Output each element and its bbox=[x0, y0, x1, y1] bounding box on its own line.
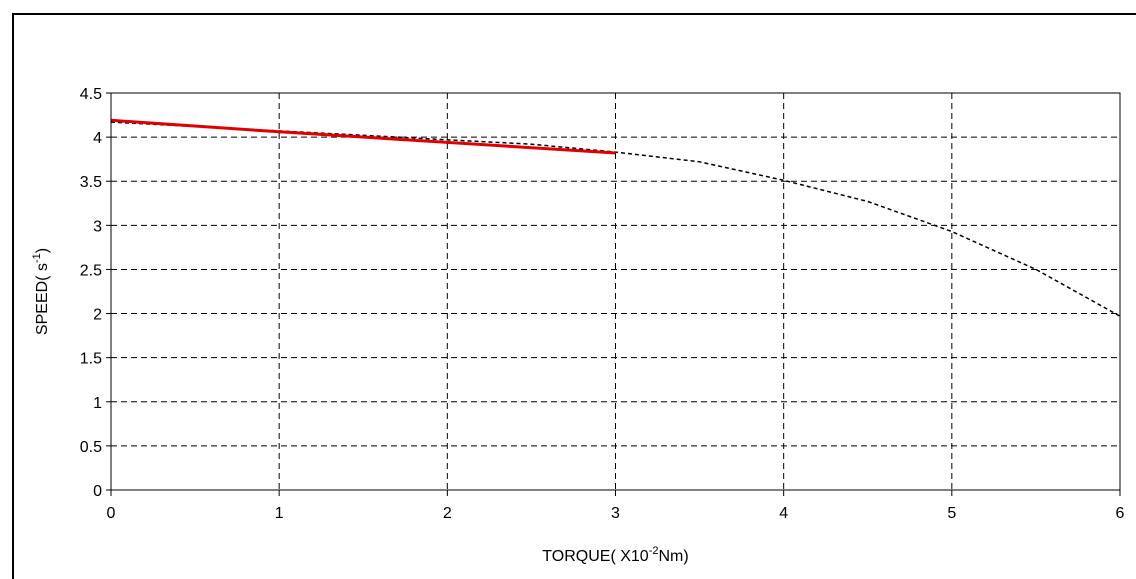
x-tick-label: 3 bbox=[611, 505, 620, 522]
y-tick-label: 3 bbox=[93, 218, 102, 235]
y-tick-label: 3.5 bbox=[80, 174, 102, 191]
x-axis-label-text: TORQUE( X10 bbox=[542, 548, 649, 565]
tick-labels: 0 1 2 3 4 5 6 0 0.5 1 1.5 2 2.5 3 3.5 4 4.5 bbox=[80, 86, 1125, 522]
x-axis-label-sup: -2 bbox=[649, 545, 659, 557]
y-tick-label: 4 bbox=[93, 130, 102, 147]
x-tick-label: 5 bbox=[947, 505, 956, 522]
y-tick-label: 0 bbox=[93, 483, 102, 500]
y-tick-label: 4.5 bbox=[80, 86, 102, 103]
x-tick-label: 6 bbox=[1116, 505, 1125, 522]
x-axis-label-suffix: Nm) bbox=[658, 548, 688, 565]
y-axis-label-text: SPEED( s bbox=[34, 263, 51, 335]
axes bbox=[106, 92, 1121, 496]
y-tick-label: 0.5 bbox=[80, 439, 102, 456]
y-tick-label: 2.5 bbox=[80, 262, 102, 279]
y-axis-label-suffix: ) bbox=[34, 248, 51, 253]
y-axis-label: SPEED( s-1) bbox=[31, 248, 51, 335]
grid-lines bbox=[111, 93, 1120, 490]
y-tick-label: 1 bbox=[93, 395, 102, 412]
x-tick-label: 2 bbox=[443, 505, 452, 522]
x-tick-label: 0 bbox=[107, 505, 116, 522]
y-tick-label: 2 bbox=[93, 307, 102, 324]
series-line-solid bbox=[110, 118, 616, 155]
y-tick-label: 1.5 bbox=[80, 351, 102, 368]
y-axis-label-sup: -1 bbox=[31, 253, 43, 263]
chart-frame bbox=[12, 13, 1136, 579]
series-lines bbox=[110, 118, 1121, 317]
x-tick-label: 1 bbox=[275, 505, 284, 522]
x-tick-label: 4 bbox=[779, 505, 788, 522]
x-axis-label: TORQUE( X10-2Nm) bbox=[542, 545, 688, 565]
